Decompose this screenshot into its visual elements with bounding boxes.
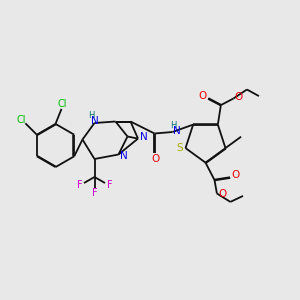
Text: O: O: [235, 92, 243, 102]
Text: O: O: [199, 91, 207, 101]
Text: F: F: [92, 188, 97, 198]
Text: N: N: [120, 151, 128, 161]
Text: F: F: [107, 179, 112, 190]
Text: Cl: Cl: [57, 99, 67, 110]
Text: S: S: [176, 143, 183, 153]
Text: N: N: [140, 132, 148, 142]
Text: H: H: [170, 121, 177, 130]
Text: F: F: [77, 179, 82, 190]
Text: O: O: [151, 154, 159, 164]
Text: O: O: [231, 170, 240, 180]
Text: H: H: [88, 111, 95, 120]
Text: Cl: Cl: [16, 115, 26, 125]
Text: O: O: [218, 189, 226, 199]
Text: N: N: [173, 126, 181, 136]
Text: N: N: [91, 116, 99, 126]
